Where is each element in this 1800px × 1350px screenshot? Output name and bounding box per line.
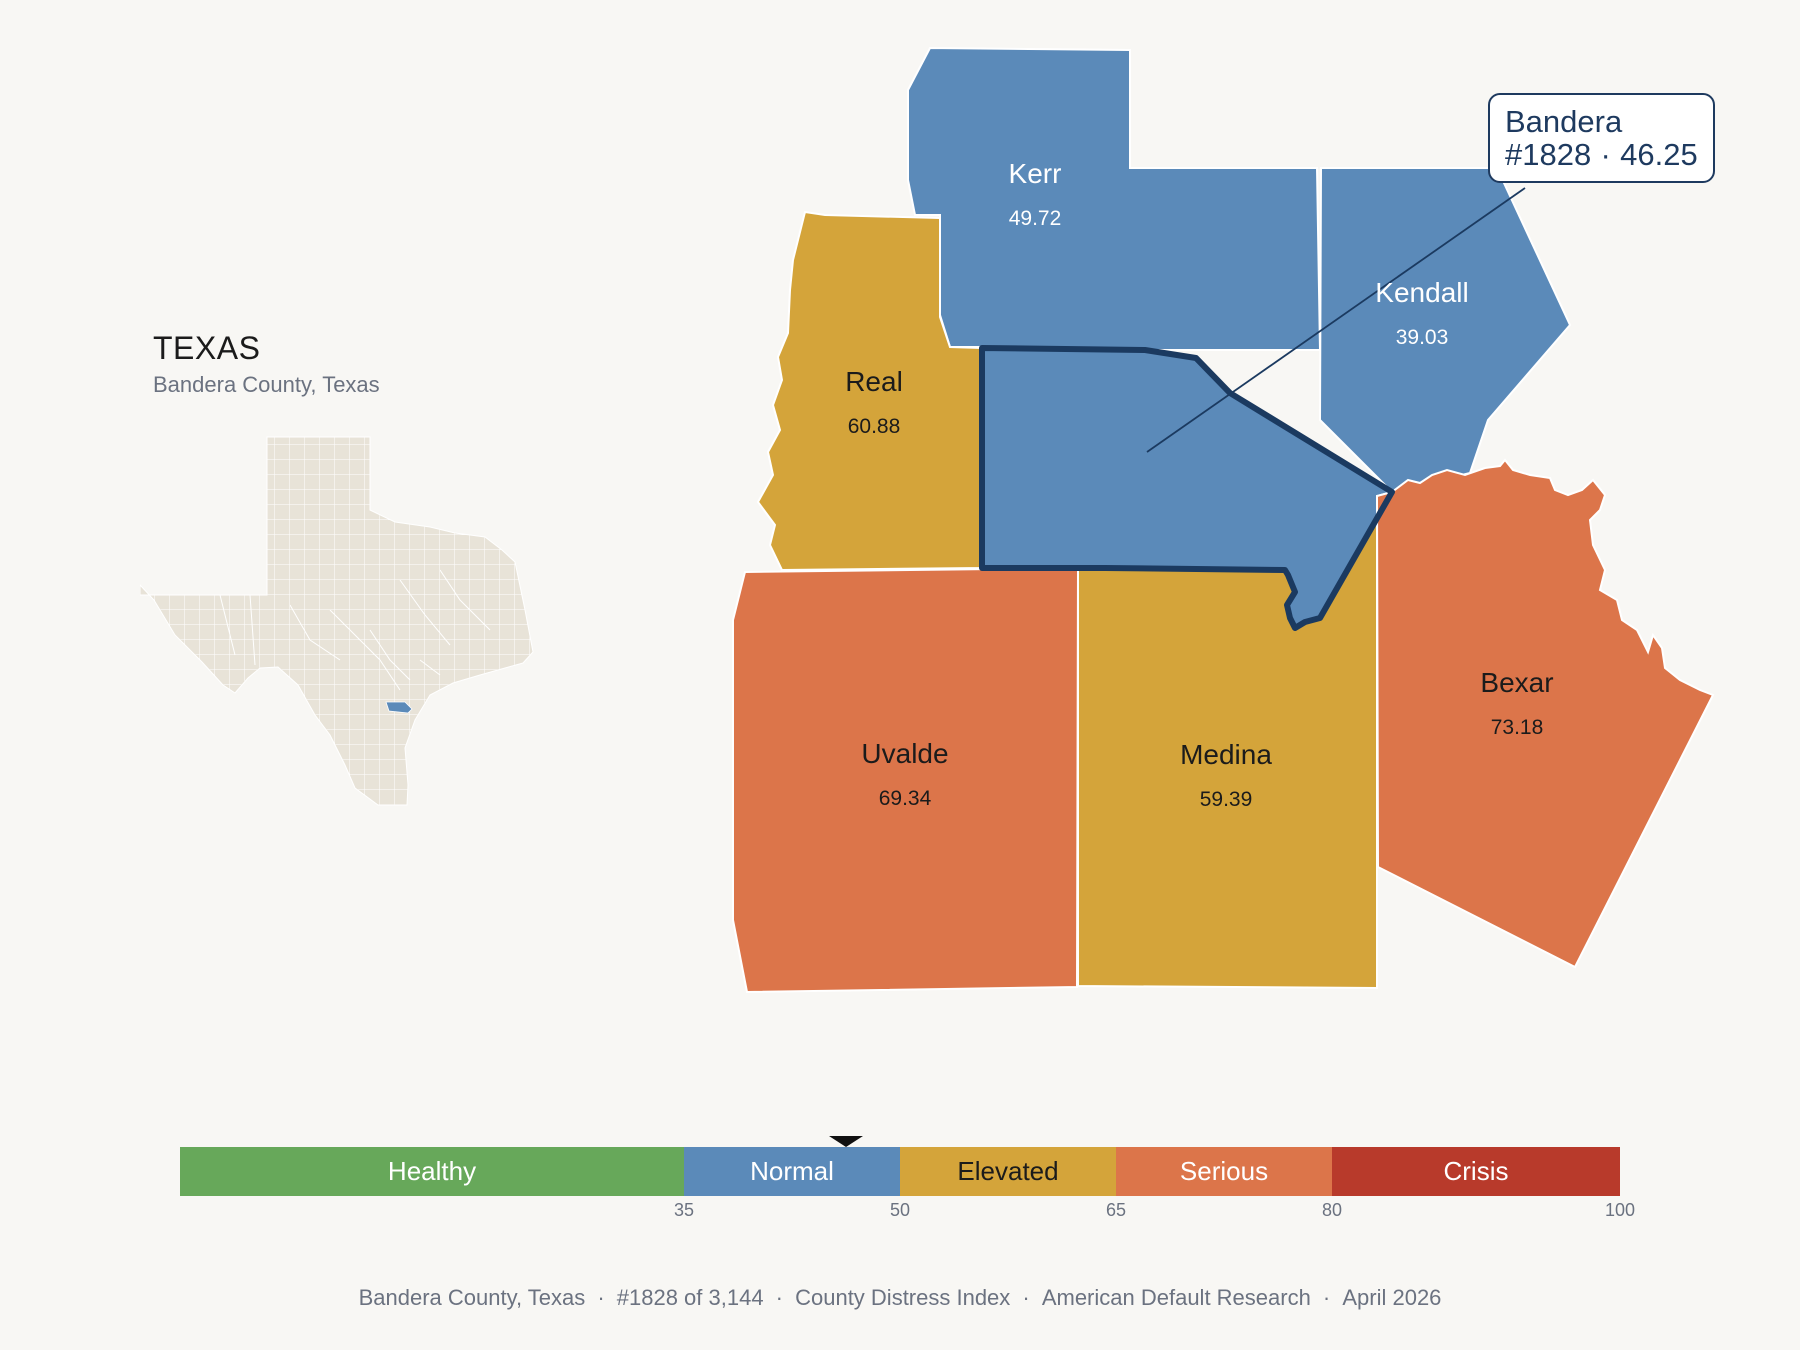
- footer-date: April 2026: [1342, 1285, 1442, 1310]
- band-label: Normal: [750, 1156, 834, 1186]
- label-kerr-value: 49.72: [1009, 207, 1062, 230]
- bandera-selected-outline: [979, 345, 1395, 631]
- location-subtitle: Bandera County, Texas: [153, 372, 380, 397]
- label-uvalde-value: 69.34: [879, 787, 932, 810]
- tick-label: 35: [673, 1200, 695, 1220]
- footer-rank: #1828 of 3,144: [616, 1285, 764, 1310]
- label-medina-value: 59.39: [1200, 788, 1253, 811]
- label-real-value: 60.88: [848, 415, 901, 438]
- inset-county-lines: [219, 569, 491, 691]
- footer-index-name: County Distress Index: [795, 1285, 1011, 1310]
- callout-rank-value: #1828 · 46.25: [1505, 138, 1698, 171]
- callout-leader-line: [1146, 187, 1526, 453]
- footer-location: Bandera County, Texas: [358, 1285, 586, 1310]
- tick-label: 80: [1321, 1200, 1343, 1220]
- county-kendall[interactable]: [1318, 167, 1572, 494]
- footer-separator: ·: [775, 1285, 783, 1310]
- band-serious: Serious: [1116, 1147, 1332, 1196]
- texas-inset-map: [140, 436, 534, 806]
- band-elevated: Elevated: [900, 1147, 1116, 1196]
- callout-value: 46.25: [1620, 137, 1698, 172]
- selected-county-callout: Bandera #1828 · 46.25: [1488, 93, 1715, 183]
- score-marker: [829, 1136, 863, 1147]
- band-label: Crisis: [1443, 1156, 1509, 1186]
- county-uvalde[interactable]: [732, 566, 1080, 994]
- callout-rank: #1828: [1505, 137, 1592, 172]
- county-kerr[interactable]: [907, 46, 1322, 351]
- band-label: Healthy: [387, 1156, 477, 1186]
- band-label: Serious: [1179, 1156, 1269, 1186]
- state-title: TEXAS: [153, 330, 261, 366]
- band-label: Elevated: [957, 1156, 1059, 1186]
- label-uvalde-name: Uvalde: [861, 738, 948, 769]
- label-kendall-name: Kendall: [1375, 277, 1468, 308]
- footer-credits: Bandera County, Texas · #1828 of 3,144 · Cou…: [0, 1285, 1800, 1311]
- bandera-highlight: [385, 701, 413, 714]
- footer-separator: ·: [1022, 1285, 1030, 1310]
- county-bexar[interactable]: [1375, 458, 1715, 969]
- footer-separator: ·: [597, 1285, 605, 1310]
- label-real-name: Real: [845, 366, 903, 397]
- band-healthy: Healthy: [180, 1147, 684, 1196]
- texas-state-shape: [140, 436, 534, 806]
- tick-label: 65: [1105, 1200, 1127, 1220]
- band-crisis: Crisis: [1332, 1147, 1620, 1196]
- label-bexar-name: Bexar: [1480, 667, 1553, 698]
- county-real[interactable]: [756, 210, 983, 572]
- distress-scale-bar: Healthy Normal Elevated Serious Crisis: [180, 1147, 1620, 1196]
- label-kendall-value: 39.03: [1396, 326, 1449, 349]
- callout-county-name: Bandera: [1505, 104, 1623, 139]
- tick-label: 50: [889, 1200, 911, 1220]
- county-map: Kerr 49.72 Kendall 39.03 Real 60.88 Uval…: [732, 46, 1715, 994]
- label-bexar-value: 73.18: [1491, 716, 1544, 739]
- tick-label: 100: [1604, 1200, 1636, 1220]
- band-normal: Normal: [684, 1147, 900, 1196]
- label-kerr-name: Kerr: [1009, 158, 1062, 189]
- footer-source: American Default Research: [1041, 1285, 1311, 1310]
- label-medina-name: Medina: [1180, 739, 1272, 770]
- callout-separator: ·: [1600, 137, 1611, 172]
- footer-separator: ·: [1322, 1285, 1331, 1310]
